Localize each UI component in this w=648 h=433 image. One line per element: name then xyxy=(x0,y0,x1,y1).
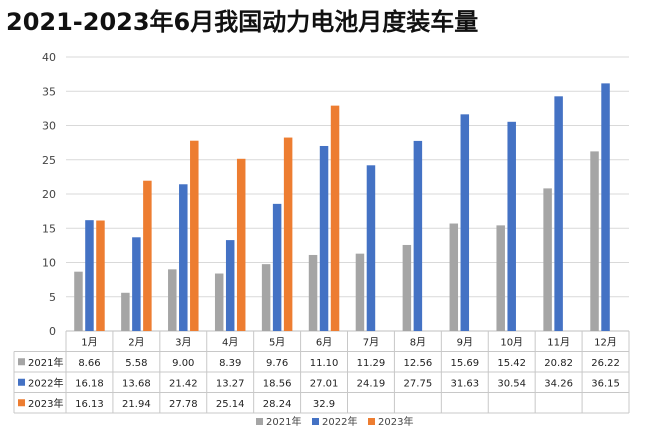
bar-2022年-7月 xyxy=(366,165,376,331)
data-label: 27.78 xyxy=(169,399,198,410)
y-tick-label: 5 xyxy=(49,291,56,304)
bar-2023年-5月 xyxy=(283,137,293,331)
bar-2022年-11月 xyxy=(554,96,563,331)
x-tick-label: 10月 xyxy=(500,336,523,348)
y-tick-label: 10 xyxy=(42,257,56,270)
legend-swatch xyxy=(256,418,263,425)
bar-2021年-11月 xyxy=(543,188,552,331)
data-label: 21.42 xyxy=(169,378,198,389)
y-tick-label: 40 xyxy=(42,51,56,64)
data-label: 30.54 xyxy=(497,378,526,389)
data-label: 16.18 xyxy=(75,378,104,389)
bar-2022年-4月 xyxy=(225,240,235,331)
data-label: 21.94 xyxy=(122,399,151,410)
legend-swatch xyxy=(368,418,375,425)
data-label: 8.39 xyxy=(219,358,241,369)
data-label: 32.9 xyxy=(313,399,335,410)
bar-2021年-12月 xyxy=(590,151,599,331)
bar-2022年-1月 xyxy=(85,220,94,331)
data-label: 20.82 xyxy=(544,358,573,369)
data-label: 16.13 xyxy=(75,399,104,410)
table-series-swatch xyxy=(18,399,25,407)
x-tick-label: 9月 xyxy=(457,336,473,348)
x-tick-label: 6月 xyxy=(316,336,332,348)
bar-2023年-6月 xyxy=(330,105,340,331)
bar-2022年-10月 xyxy=(507,121,516,332)
data-label: 28.24 xyxy=(263,399,292,410)
legend-label: 2021年 xyxy=(266,415,301,428)
bar-2023年-2月 xyxy=(143,180,152,331)
x-tick-label: 1月 xyxy=(81,336,97,348)
legend-label: 2023年 xyxy=(378,415,413,428)
bar-2021年-3月 xyxy=(168,269,177,331)
y-tick-label: 0 xyxy=(49,325,56,338)
data-label: 9.76 xyxy=(266,358,288,369)
bar-2023年-1月 xyxy=(96,220,105,331)
data-label: 13.68 xyxy=(122,378,151,389)
x-tick-label: 5月 xyxy=(269,336,285,348)
data-label: 9.00 xyxy=(172,358,194,369)
bar-2022年-3月 xyxy=(179,184,188,331)
x-tick-label: 7月 xyxy=(363,336,379,348)
bar-2022年-2月 xyxy=(132,237,141,331)
data-label: 8.66 xyxy=(78,358,100,369)
bar-2021年-4月 xyxy=(214,273,224,331)
data-label: 15.69 xyxy=(450,358,479,369)
data-label: 27.01 xyxy=(310,378,339,389)
data-label: 34.26 xyxy=(544,378,573,389)
bar-2022年-8月 xyxy=(413,140,423,331)
legend-swatch xyxy=(312,418,319,425)
x-tick-label: 12月 xyxy=(594,336,617,348)
bar-2021年-8月 xyxy=(402,244,412,331)
bar-2021年-2月 xyxy=(121,292,130,331)
data-label: 26.22 xyxy=(591,358,620,369)
bar-2021年-5月 xyxy=(261,264,271,331)
y-tick-label: 20 xyxy=(42,188,56,201)
data-label: 5.58 xyxy=(125,358,147,369)
y-tick-label: 35 xyxy=(42,85,56,98)
data-label: 11.10 xyxy=(310,358,339,369)
x-tick-label: 8月 xyxy=(410,336,426,348)
bar-2021年-7月 xyxy=(355,253,365,331)
x-tick-label: 3月 xyxy=(175,336,191,348)
data-label: 24.19 xyxy=(357,378,386,389)
data-label: 27.75 xyxy=(404,378,433,389)
y-tick-label: 25 xyxy=(42,154,56,167)
chart-title: 2021-2023年6月我国动力电池月度装车量 xyxy=(6,8,479,36)
table-series-swatch xyxy=(18,358,25,366)
bar-2021年-6月 xyxy=(308,254,318,331)
bar-2022年-5月 xyxy=(272,203,282,331)
bar-2022年-9月 xyxy=(460,114,470,331)
table-series-swatch xyxy=(18,378,25,386)
bar-2022年-6月 xyxy=(319,145,329,331)
x-tick-label: 2月 xyxy=(128,336,144,348)
data-label: 12.56 xyxy=(404,358,433,369)
data-label: 31.63 xyxy=(450,378,479,389)
bar-2021年-10月 xyxy=(496,225,505,331)
data-label: 25.14 xyxy=(216,399,245,410)
x-tick-label: 11月 xyxy=(547,336,570,348)
legend-label: 2022年 xyxy=(322,415,357,428)
data-label: 36.15 xyxy=(591,378,620,389)
data-label: 11.29 xyxy=(357,358,386,369)
data-label: 18.56 xyxy=(263,378,292,389)
bar-2023年-3月 xyxy=(190,140,199,331)
data-label: 13.27 xyxy=(216,378,245,389)
data-label: 15.42 xyxy=(497,358,526,369)
x-tick-label: 4月 xyxy=(222,336,238,348)
bar-2022年-12月 xyxy=(601,83,610,331)
bar-2021年-9月 xyxy=(449,223,459,331)
bar-2021年-1月 xyxy=(74,271,83,331)
y-tick-label: 15 xyxy=(42,222,56,235)
table-series-name: 2023年 xyxy=(28,397,63,410)
table-series-name: 2022年 xyxy=(28,376,63,389)
table-series-name: 2021年 xyxy=(28,356,63,369)
y-tick-label: 30 xyxy=(42,120,56,133)
bar-2023年-4月 xyxy=(236,158,246,331)
